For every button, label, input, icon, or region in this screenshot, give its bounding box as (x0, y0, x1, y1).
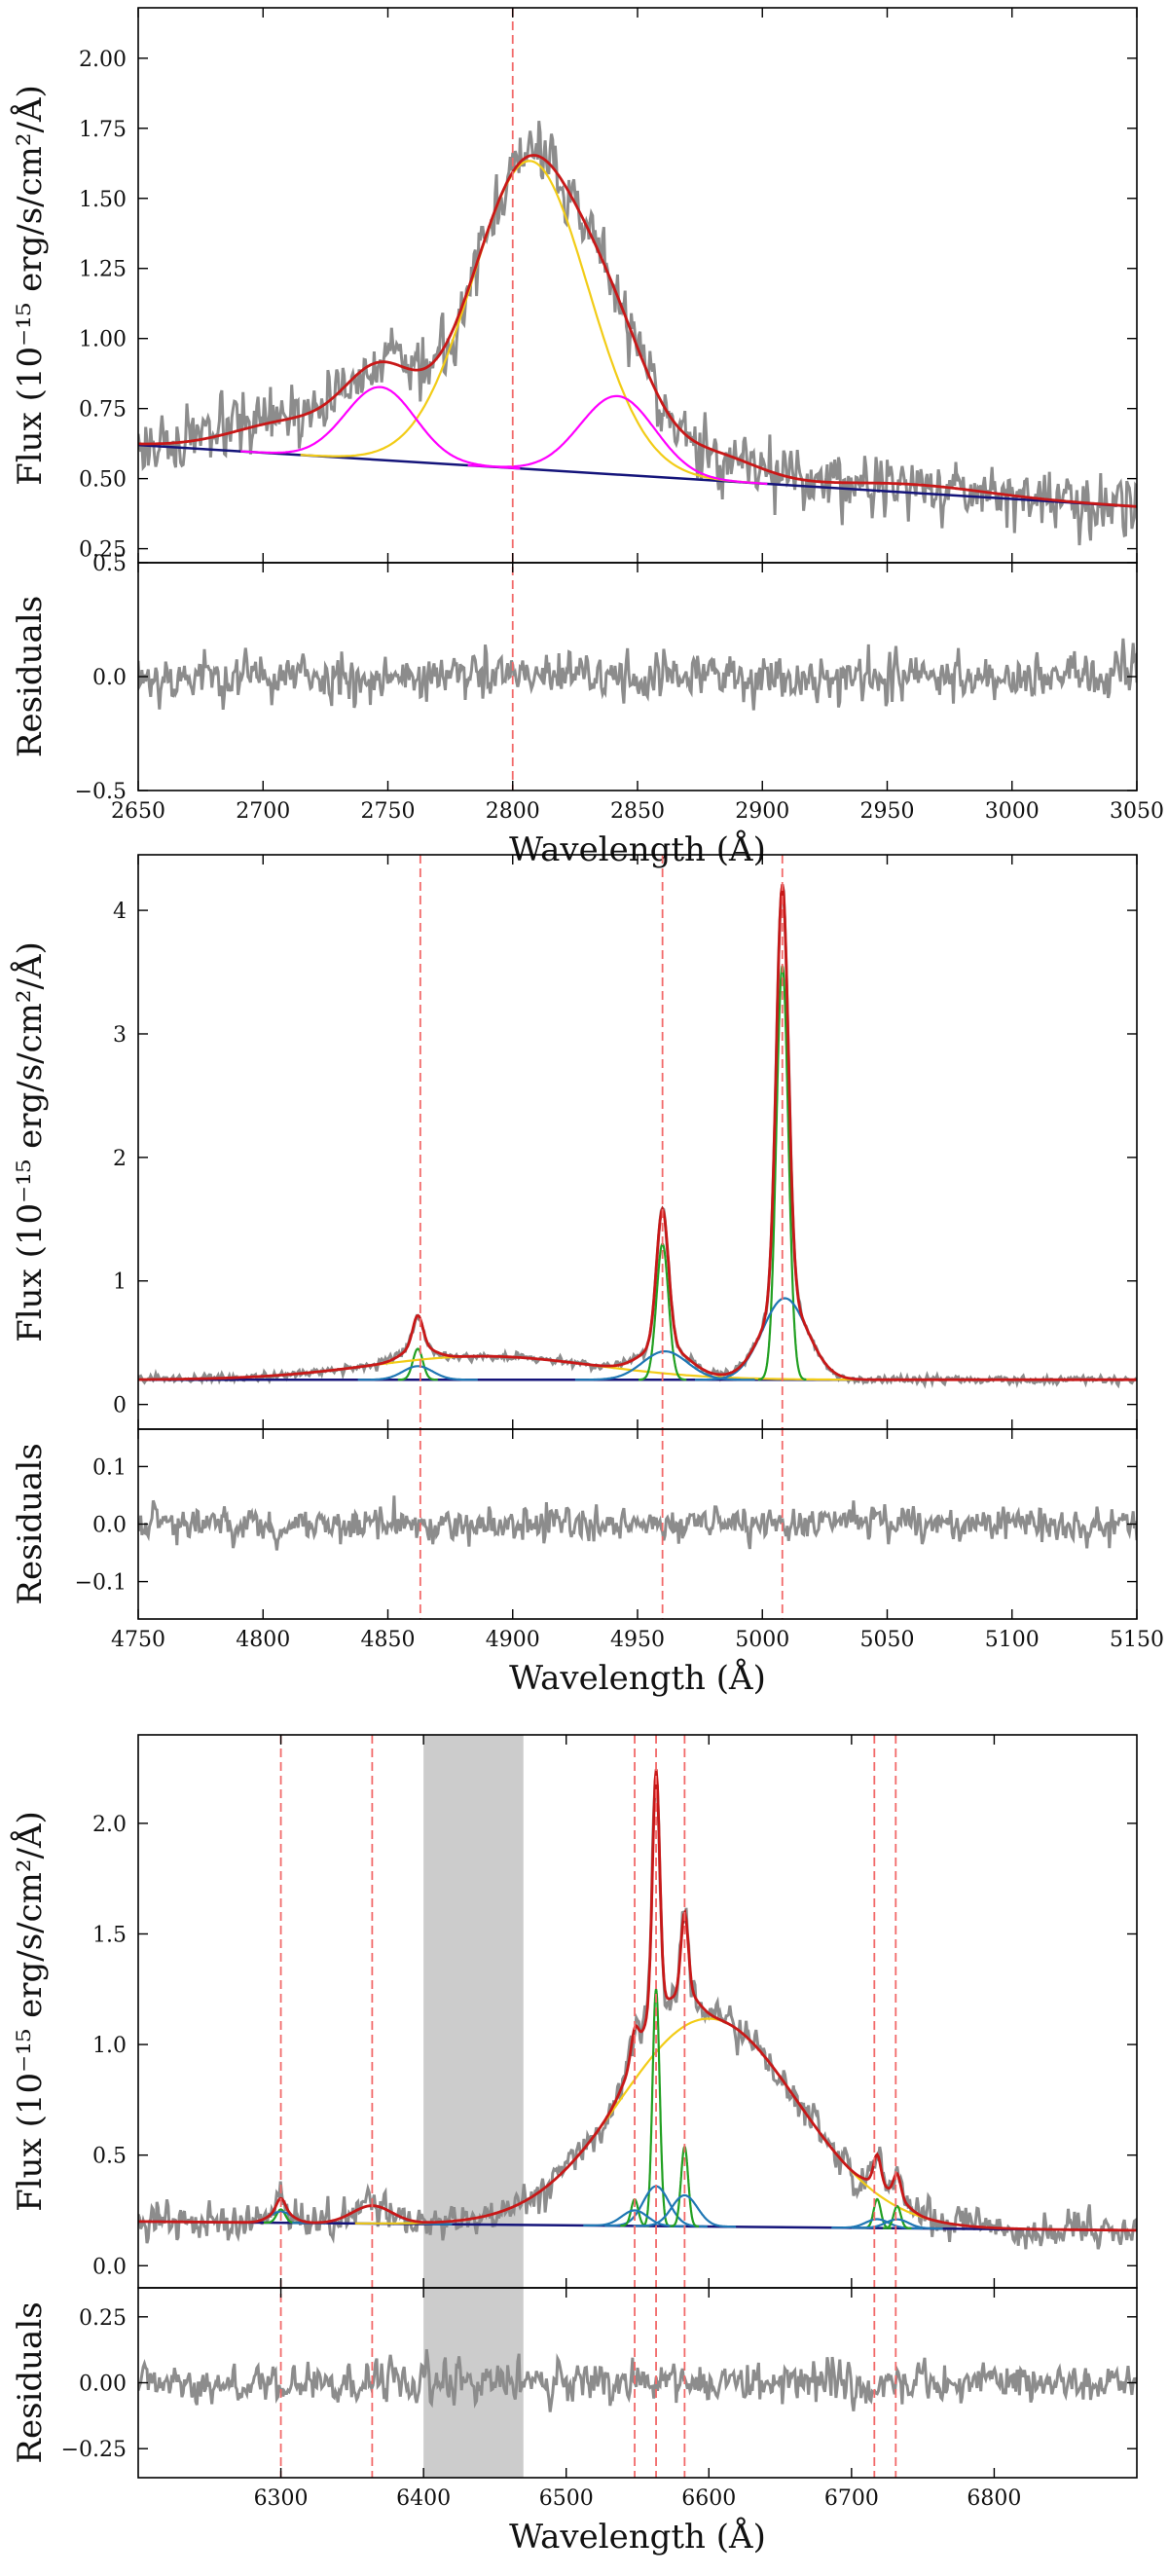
component-wing-red (467, 394, 768, 486)
x-tick-label-8: 5150 (1110, 1628, 1164, 1652)
component-SII6731-wing (851, 2218, 943, 2230)
top-y-tick-label-7: 2.00 (79, 48, 127, 72)
bottom-y-tick-label-0: −0.1 (75, 1571, 127, 1596)
component-Hb-narrow (397, 1347, 438, 1381)
panel-Hbeta-OIII: 4750 4800 4850 4900 4950 5000 5050 5100 5150 0 1 2 3… (10, 854, 1164, 1698)
bottom-y-tick-label-0: −0.25 (61, 2438, 127, 2462)
bottom-y-tick-label-0: −0.5 (75, 780, 127, 804)
x-tick-label-4: 4950 (610, 1628, 665, 1652)
x-tick-label-1: 4800 (236, 1628, 290, 1652)
top-y-tick-label-0: 0.0 (92, 2255, 127, 2279)
top-y-tick-label-3: 1.5 (92, 1923, 127, 1947)
x-tick-label-6: 5050 (860, 1628, 915, 1652)
x-tick-label-0: 6300 (254, 2486, 309, 2511)
x-tick-label-5: 2900 (735, 799, 789, 824)
x-tick-label-8: 3050 (1110, 799, 1164, 824)
x-tick-label-2: 6500 (539, 2486, 594, 2511)
masked-region-0 (423, 1735, 524, 2478)
top-y-tick-label-2: 0.75 (79, 398, 127, 423)
continuum-line (138, 443, 1137, 508)
flux-axis-label: Flux (10⁻¹⁵ erg/s/cm²/Å) (10, 941, 50, 1343)
total-model (138, 154, 1137, 508)
x-axis-label: Wavelength (Å) (509, 1658, 766, 1698)
top-y-tick-label-1: 0.5 (92, 2145, 127, 2169)
component-OIII5007-wing (695, 1297, 875, 1381)
component-Hb-wing (357, 1365, 478, 1381)
x-tick-label-5: 5000 (735, 1628, 789, 1652)
x-tick-label-3: 4900 (486, 1628, 540, 1652)
top-axes-frame (137, 7, 1138, 564)
x-tick-label-7: 3000 (985, 799, 1040, 824)
panel-MgII: 2650 2700 2750 2800 2850 2900 2950 3000 3050 0.25… (10, 7, 1164, 869)
x-tick-label-6: 2950 (860, 799, 915, 824)
top-y-tick-label-5: 1.50 (79, 188, 127, 212)
total-model (138, 884, 1137, 1381)
bottom-y-tick-label-2: 0.1 (92, 1455, 127, 1480)
component-NII6548-wing (583, 2209, 686, 2227)
x-tick-label-2: 4850 (361, 1628, 416, 1652)
x-tick-label-4: 6700 (824, 2486, 879, 2511)
observed-spectrum (138, 1775, 1137, 2250)
component-OIII4959-wing (574, 1349, 755, 1381)
component-wing-blue (240, 386, 521, 470)
top-y-tick-label-3: 1.00 (79, 328, 127, 352)
x-tick-label-5: 6800 (967, 2486, 1021, 2511)
top-y-tick-label-0: 0.25 (79, 538, 127, 563)
top-y-tick-label-2: 2 (113, 1147, 127, 1171)
flux-axis-label: Flux (10⁻¹⁵ erg/s/cm²/Å) (10, 85, 50, 486)
bottom-y-tick-label-2: 0.5 (92, 552, 127, 576)
component-broad (300, 160, 760, 485)
top-y-tick-label-2: 1.0 (92, 2034, 127, 2058)
residuals-axis-label: Residuals (11, 1443, 50, 1604)
residual-spectrum (138, 638, 1137, 711)
x-tick-label-3: 2800 (486, 799, 540, 824)
flux-axis-label: Flux (10⁻¹⁵ erg/s/cm²/Å) (10, 1811, 50, 2212)
x-axis-label: Wavelength (Å) (509, 2517, 766, 2557)
component-SII6731-narrow (883, 2204, 912, 2229)
component-SII6716-narrow (862, 2197, 892, 2229)
x-tick-label-0: 4750 (111, 1628, 165, 1652)
top-y-tick-label-4: 2.0 (92, 1813, 127, 1837)
x-tick-label-1: 6400 (396, 2486, 451, 2511)
top-y-tick-label-1: 0.50 (79, 468, 127, 493)
observed-spectrum (138, 884, 1137, 1389)
bottom-y-tick-label-2: 0.25 (79, 2306, 127, 2331)
bottom-y-tick-label-1: 0.0 (92, 666, 127, 690)
component-Ha-narrow (641, 1987, 672, 2227)
x-tick-label-3: 6600 (681, 2486, 736, 2511)
top-y-tick-label-0: 0 (113, 1394, 127, 1418)
x-tick-label-2: 2750 (361, 799, 416, 824)
component-NII6583-wing (633, 2193, 737, 2228)
bottom-y-tick-label-1: 0.0 (92, 1514, 127, 1538)
x-tick-label-7: 5100 (985, 1628, 1040, 1652)
x-tick-label-1: 2700 (236, 799, 290, 824)
top-axes-frame (137, 854, 1138, 1430)
top-y-tick-label-6: 1.75 (79, 118, 127, 142)
top-y-tick-label-4: 4 (113, 900, 127, 924)
residuals-axis-label: Residuals (11, 2301, 50, 2463)
top-y-tick-label-4: 1.25 (79, 258, 127, 282)
panel-Halpha: 6300 6400 6500 6600 6700 6800 0.0 0.5 1.0 1.5 2.0 −… (10, 1734, 1138, 2557)
top-y-tick-label-3: 3 (113, 1023, 127, 1048)
x-tick-label-0: 2650 (111, 799, 165, 824)
top-y-tick-label-1: 1 (113, 1270, 127, 1295)
bottom-y-tick-label-1: 0.00 (79, 2373, 127, 2397)
residuals-axis-label: Residuals (11, 596, 50, 757)
residual-spectrum (138, 2349, 1137, 2412)
residual-spectrum (138, 1495, 1137, 1551)
observed-spectrum (138, 121, 1137, 546)
x-tick-label-4: 2850 (610, 799, 665, 824)
total-model (138, 1769, 1137, 2232)
